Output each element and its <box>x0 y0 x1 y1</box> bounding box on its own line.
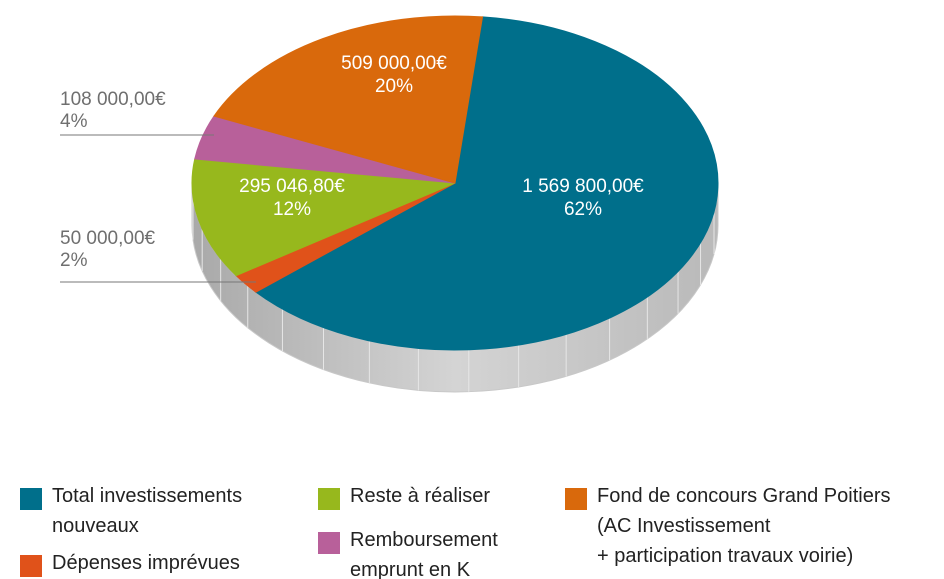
slice-value-label: 108 000,00€ <box>60 89 166 110</box>
slice-value-label: 295 046,80€ <box>239 176 345 197</box>
slice-value-label: 1 569 800,00€ <box>522 176 644 197</box>
labels: 1 569 800,00€62%50 000,00€2%295 046,80€1… <box>60 53 644 283</box>
slice <box>213 15 484 184</box>
slice-percent-label: 62% <box>564 199 602 220</box>
legend-label: Dépenses imprévues <box>52 552 240 574</box>
slice-percent-label: 12% <box>273 199 311 220</box>
legend-label: Reste à réaliser <box>350 485 491 507</box>
slices <box>191 15 719 351</box>
legend-swatch <box>318 532 340 554</box>
slice-value-label: 50 000,00€ <box>60 228 156 249</box>
legend-swatch <box>318 488 340 510</box>
legend-label: Remboursement emprunt en K <box>350 529 498 579</box>
legend-swatch <box>565 488 587 510</box>
legend-label: Total investissements nouveaux <box>52 485 243 537</box>
legend-label: Fond de concours Grand Poitiers (AC Inve… <box>597 485 891 567</box>
legend-swatch <box>20 555 42 577</box>
slice <box>254 16 719 351</box>
slice-value-label: 509 000,00€ <box>341 53 447 74</box>
legend-swatch <box>20 488 42 510</box>
slice <box>191 158 456 277</box>
side-lines <box>192 197 715 392</box>
slice-percent-label: 20% <box>375 76 413 97</box>
slice-percent-label: 2% <box>60 250 88 271</box>
slice-percent-label: 4% <box>60 111 88 132</box>
